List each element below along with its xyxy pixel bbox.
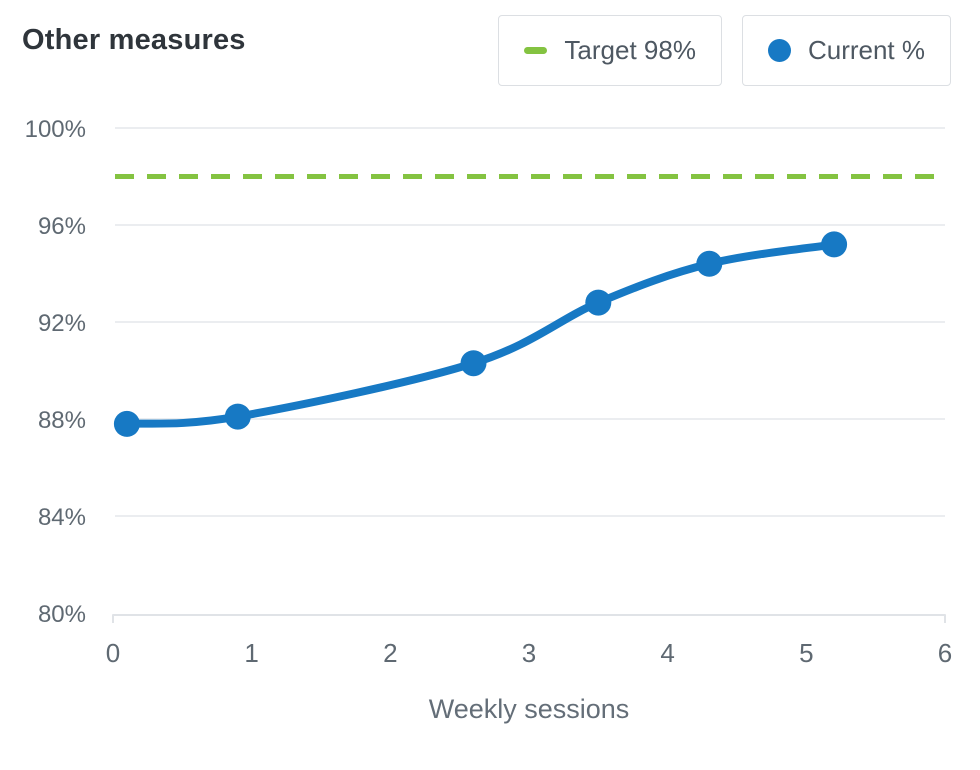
legend-item-target[interactable]: Target 98% [498, 15, 722, 86]
x-tick-label: 2 [383, 638, 397, 668]
x-axis-line [112, 614, 946, 623]
data-point-marker[interactable] [113, 410, 140, 437]
current-dot-icon [767, 39, 791, 62]
x-tick-label: 0 [106, 638, 120, 668]
legend-item-current[interactable]: Current % [741, 15, 951, 86]
y-tick-label: 84% [38, 504, 86, 531]
target-dash-icon [524, 47, 548, 54]
chart-legend: Target 98% Current % [498, 15, 951, 86]
x-tick-label: 1 [244, 638, 258, 668]
data-point-marker[interactable] [696, 250, 723, 277]
y-tick-label: 80% [38, 601, 86, 628]
x-axis-title: Weekly sessions [428, 694, 630, 724]
x-tick-label: 5 [799, 638, 813, 668]
chart-title: Other measures [22, 24, 246, 56]
x-tick-label: 6 [938, 638, 952, 668]
data-point-marker[interactable] [224, 403, 251, 430]
data-point-marker[interactable] [821, 231, 848, 258]
y-tick-label: 96% [38, 213, 86, 240]
x-tick-label: 3 [522, 638, 536, 668]
y-tick-label: 92% [38, 310, 86, 337]
current-series-line [122, 240, 839, 428]
data-point-marker[interactable] [585, 289, 612, 316]
legend-label-target: Target 98% [564, 35, 696, 65]
y-tick-label: 100% [25, 116, 86, 143]
y-tick-label: 88% [38, 407, 86, 434]
data-point-marker[interactable] [460, 350, 487, 377]
x-tick-label: 4 [660, 638, 674, 668]
legend-label-current: Current % [807, 35, 925, 65]
